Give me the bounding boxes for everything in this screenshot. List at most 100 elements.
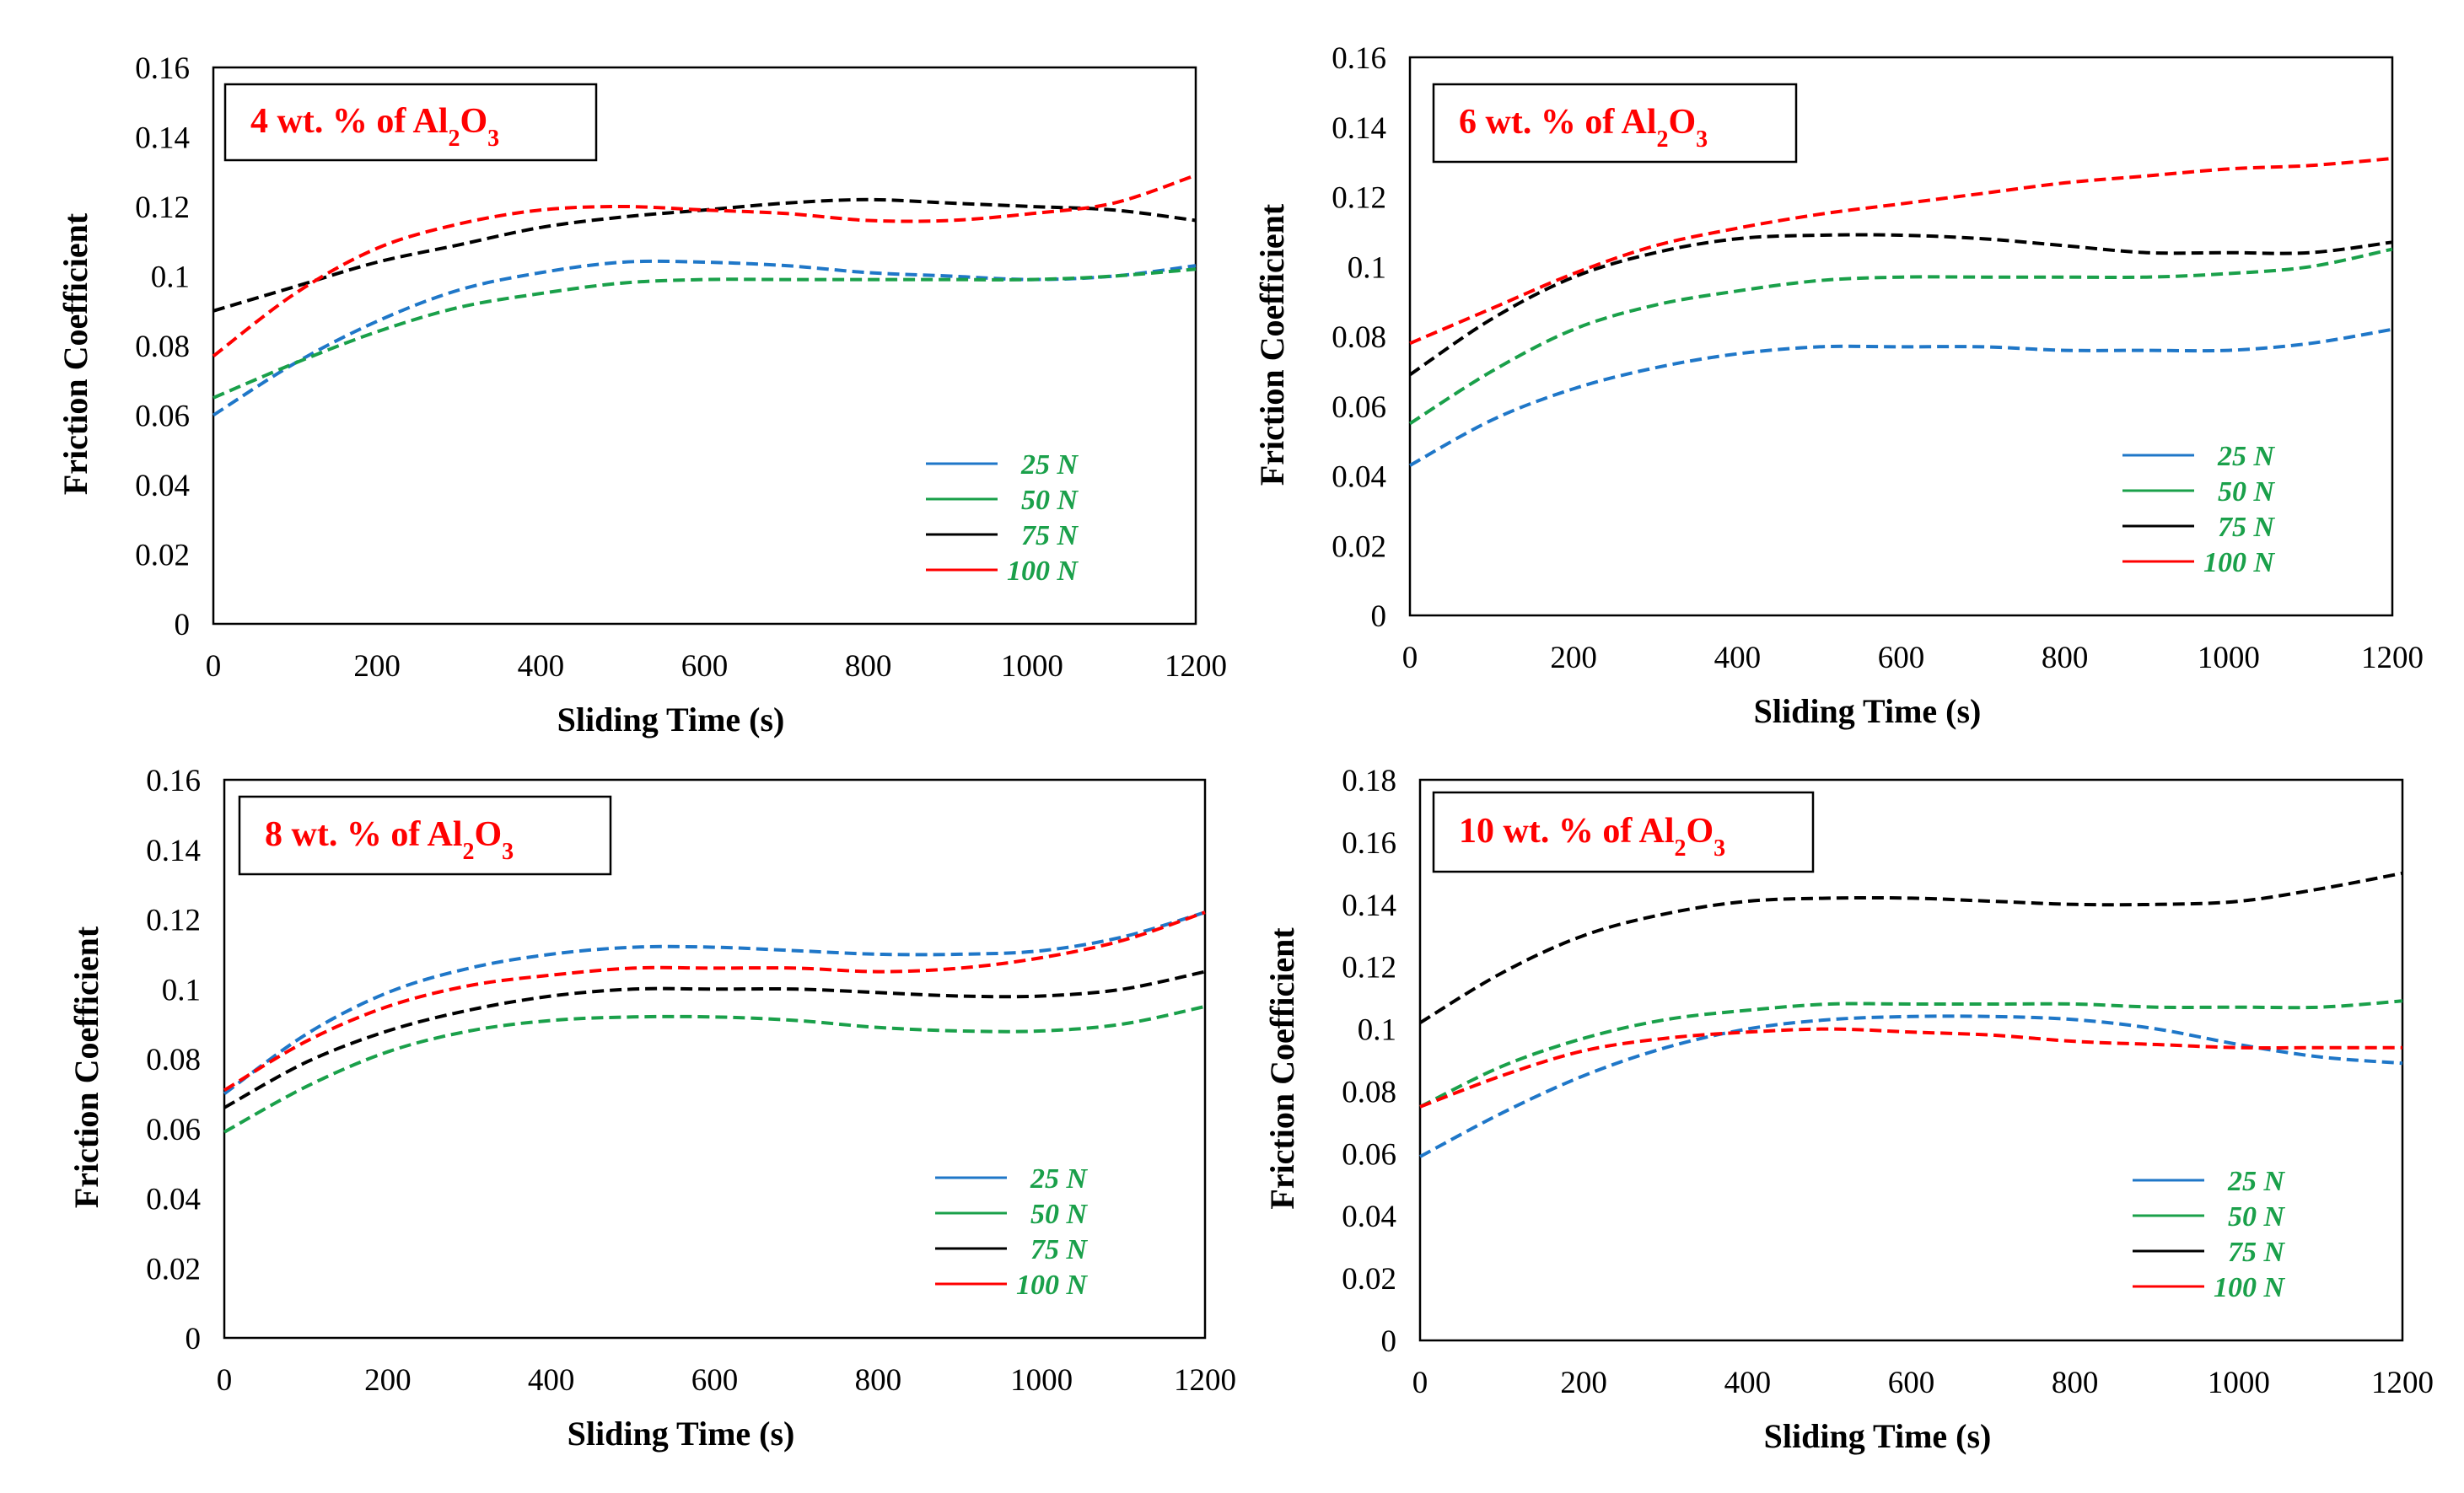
x-tick-label: 600 — [691, 1363, 739, 1398]
series-line-25n — [212, 259, 1197, 417]
chart-title-prefix: 8 wt. % of Al — [265, 815, 463, 854]
series-line-75n — [223, 969, 1206, 1109]
y-tick-label: 0 — [186, 1322, 202, 1356]
y-tick-label: 0.08 — [1332, 320, 1386, 355]
x-tick-label: 600 — [681, 649, 729, 684]
chart-title-prefix: 4 wt. % of Al — [250, 102, 449, 141]
y-tick-label: 0.12 — [135, 191, 190, 225]
y-tick-label: 0.08 — [1342, 1075, 1396, 1109]
y-tick-label: 0.16 — [1332, 41, 1386, 76]
series-line-100n — [1409, 157, 2393, 346]
series-line-25n — [1419, 1014, 2403, 1158]
series-line-75n — [1418, 871, 2403, 1024]
x-tick-label: 0 — [1412, 1366, 1428, 1400]
plot-area — [1418, 778, 2404, 1342]
chart-title-box — [238, 795, 612, 876]
y-tick-label: 0.12 — [1342, 951, 1396, 985]
x-tick-label: 1000 — [2198, 641, 2260, 675]
chart-title-subscript: 2 — [463, 839, 475, 865]
chart-title-subscript: 3 — [1696, 126, 1708, 153]
x-tick-label: 1200 — [1165, 649, 1227, 684]
series-line-50n — [1419, 999, 2403, 1109]
chart-panel-4: 0 0.02 0.04 0.06 0.08 0.1 0.12 0.14 0.16 0.18 0 200… — [1263, 764, 2434, 1455]
plot-area — [212, 66, 1197, 626]
x-tick-label: 0 — [1402, 641, 1418, 675]
chart-title-box — [1432, 83, 1798, 164]
y-tick-label: 0.04 — [1342, 1200, 1396, 1234]
chart-title-subscript: 2 — [1675, 835, 1687, 862]
chart-title-mid: O — [1687, 812, 1714, 851]
chart-title-subscript: 3 — [1714, 835, 1725, 862]
y-tick-label: 0.04 — [1332, 460, 1386, 495]
y-tick-label: 0.14 — [1342, 889, 1396, 923]
chart-panel-3: 0 0.02 0.04 0.06 0.08 0.1 0.12 0.14 0.16 0 200 400 6… — [67, 764, 1236, 1453]
y-tick-label: 0.04 — [146, 1183, 201, 1217]
x-axis-title: Sliding Time (s) — [1754, 692, 1982, 730]
y-tick-label: 0.16 — [1342, 826, 1396, 861]
legend-label: 100 N — [1016, 1270, 1089, 1301]
chart-title: 8 wt. % of Al2O3 — [265, 815, 514, 865]
y-tick-label: 0.1 — [1348, 250, 1386, 285]
legend-label: 100 N — [2214, 1272, 2286, 1303]
x-tick-label: 1000 — [2208, 1366, 2270, 1400]
y-tick-label: 0.02 — [135, 539, 190, 573]
x-tick-label: 200 — [1560, 1366, 1607, 1400]
chart-title-subscript: 2 — [1657, 126, 1669, 153]
y-tick-label: 0.08 — [135, 330, 190, 364]
y-tick-label: 0 — [1381, 1324, 1397, 1359]
chart-title-box — [223, 83, 598, 162]
legend-label: 25 N — [1030, 1163, 1089, 1195]
chart-title: 10 wt. % of Al2O3 — [1459, 812, 1725, 862]
y-tick-label: 0.06 — [1342, 1137, 1396, 1172]
x-tick-label: 200 — [1550, 641, 1597, 675]
series-line-50n — [1408, 247, 2393, 426]
plot-area — [1408, 56, 2394, 617]
legend-label: 50 N — [2228, 1201, 2286, 1233]
x-tick-label: 1200 — [1174, 1363, 1236, 1398]
legend-label: 50 N — [1021, 485, 1079, 516]
y-tick-label: 0.12 — [1332, 181, 1386, 216]
legend-label: 75 N — [1030, 1234, 1089, 1265]
x-tick-label: 400 — [518, 649, 565, 684]
legend-label: 100 N — [2203, 547, 2276, 578]
series-line-100n — [223, 910, 1206, 1092]
chart-title-mid: O — [1669, 103, 1697, 142]
chart-title-subscript: 2 — [449, 126, 460, 152]
x-axis-title: Sliding Time (s) — [568, 1415, 795, 1453]
x-tick-label: 1000 — [1001, 649, 1063, 684]
y-axis-title: Friction Coefficient — [56, 212, 94, 495]
chart-title-mid: O — [460, 102, 488, 141]
legend-label: 25 N — [1020, 449, 1079, 481]
x-tick-label: 800 — [845, 649, 892, 684]
x-tick-label: 1000 — [1010, 1363, 1073, 1398]
x-tick-label: 600 — [1888, 1366, 1935, 1400]
y-tick-label: 0.06 — [146, 1113, 201, 1147]
chart-title-prefix: 6 wt. % of Al — [1459, 103, 1657, 142]
legend-label: 25 N — [2227, 1166, 2286, 1197]
x-tick-label: 0 — [206, 649, 222, 684]
y-tick-label: 0.12 — [146, 904, 201, 938]
chart-title-subscript: 3 — [502, 839, 514, 865]
series-line-50n — [223, 1004, 1206, 1134]
x-tick-label: 800 — [2042, 641, 2089, 675]
x-tick-label: 0 — [217, 1363, 233, 1398]
x-tick-label: 800 — [855, 1363, 902, 1398]
x-tick-label: 400 — [1714, 641, 1762, 675]
legend-label: 50 N — [1030, 1199, 1089, 1230]
y-tick-label: 0.1 — [151, 260, 190, 295]
y-tick-label: 0.02 — [146, 1252, 201, 1286]
x-axis-title: Sliding Time (s) — [557, 701, 785, 738]
y-tick-label: 0.14 — [1332, 111, 1386, 146]
y-tick-label: 0.08 — [146, 1043, 201, 1077]
chart-title-mid: O — [475, 815, 503, 854]
y-tick-label: 0.1 — [162, 973, 201, 1007]
y-axis-title: Friction Coefficient — [67, 926, 105, 1208]
x-tick-label: 200 — [364, 1363, 412, 1398]
y-tick-label: 0.06 — [135, 400, 190, 434]
chart-title: 6 wt. % of Al2O3 — [1459, 103, 1708, 153]
y-tick-label: 0.02 — [1342, 1262, 1396, 1297]
x-tick-label: 400 — [528, 1363, 575, 1398]
chart-title-box — [1432, 791, 1815, 873]
legend-label: 25 N — [2217, 441, 2276, 472]
